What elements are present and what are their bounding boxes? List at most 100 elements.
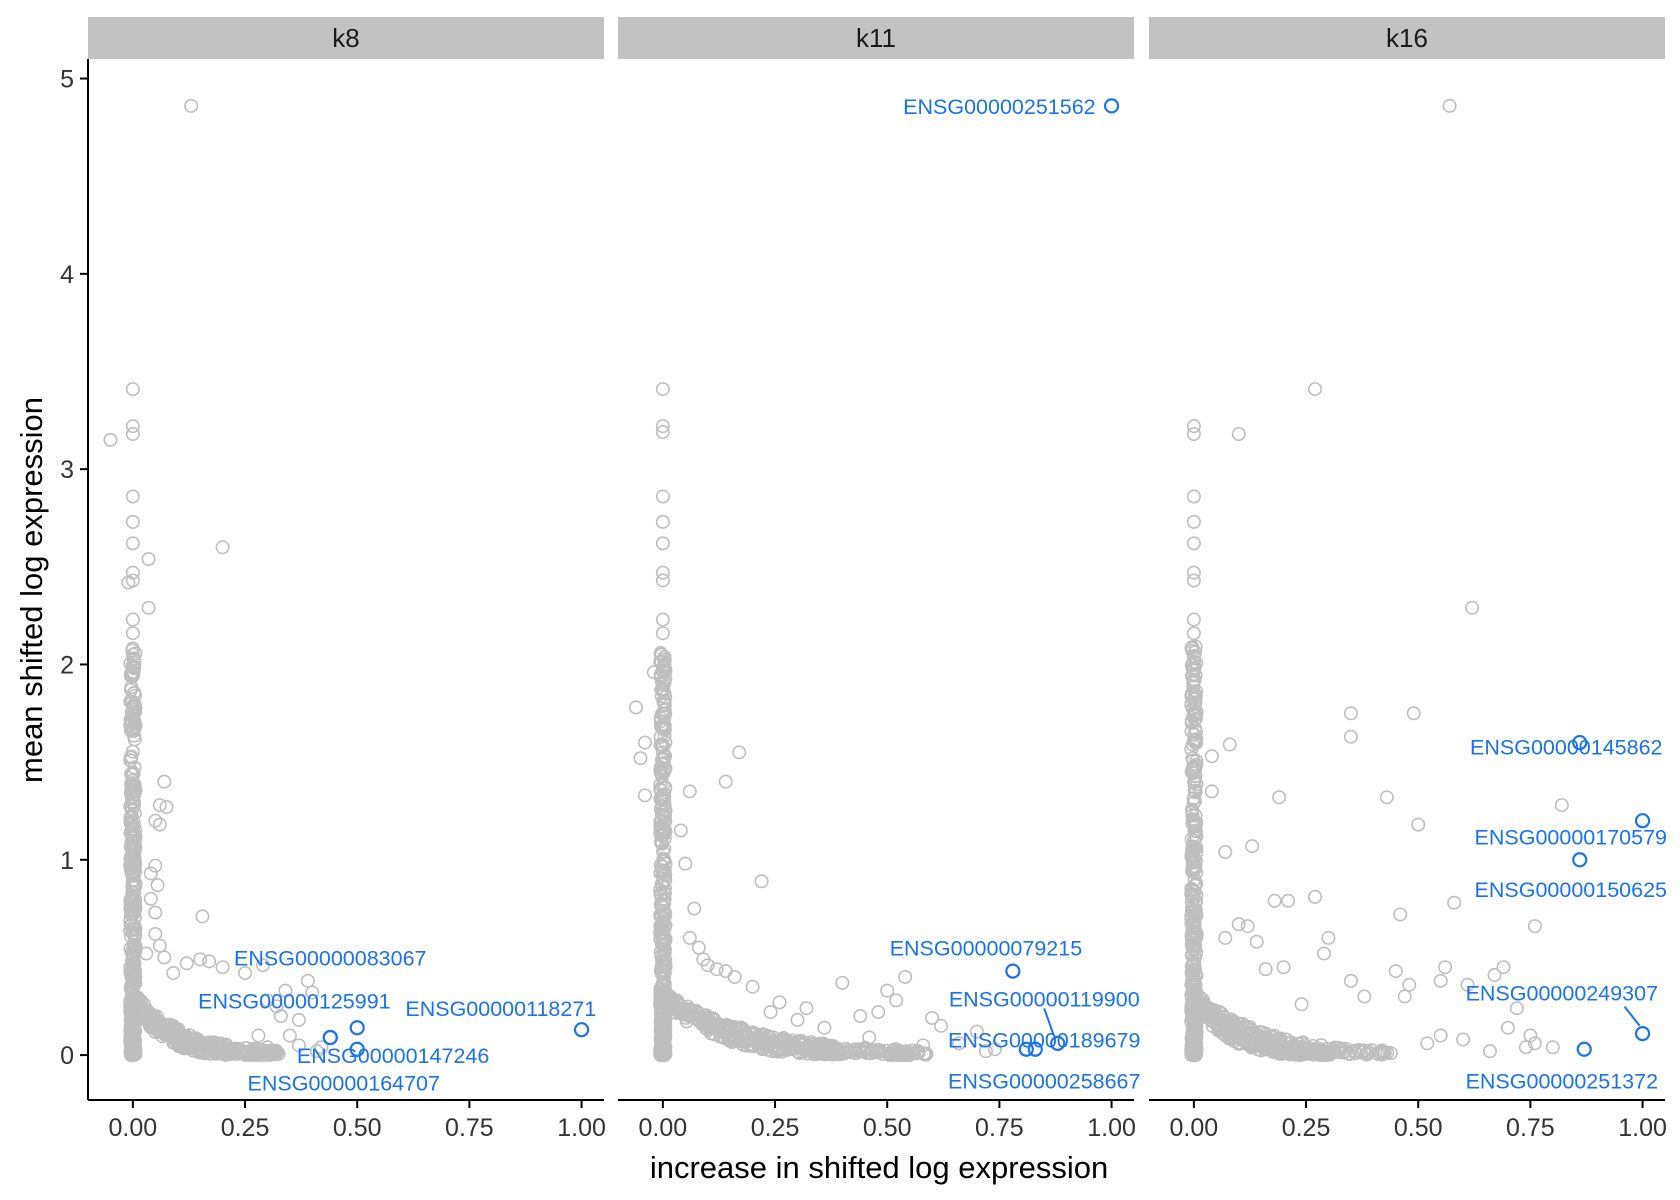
- data-point: [123, 851, 138, 866]
- data-point: [1186, 1047, 1201, 1062]
- data-point: [818, 1044, 833, 1059]
- data-point: [215, 1039, 230, 1054]
- data-point: [148, 858, 163, 873]
- data-point: [1186, 612, 1201, 627]
- data-point: [1545, 1040, 1560, 1055]
- point-label: ENSG00000251562: [903, 95, 1095, 119]
- facet-strip-k16: [1149, 17, 1665, 59]
- data-point: [653, 887, 668, 902]
- data-point: [1518, 1040, 1533, 1055]
- highlighted-point: [1634, 1025, 1651, 1042]
- data-point: [1411, 817, 1426, 832]
- facet-strip-k8: [88, 17, 604, 59]
- data-point: [1460, 977, 1475, 992]
- data-point: [260, 1040, 275, 1055]
- data-point: [152, 817, 167, 832]
- data-point: [862, 1030, 877, 1045]
- data-point: [125, 894, 140, 909]
- data-point: [654, 877, 669, 892]
- data-point: [655, 419, 670, 434]
- x-tick-label: 0.75: [1506, 1114, 1555, 1142]
- highlighted-point: [1572, 734, 1588, 751]
- data-point: [1185, 662, 1200, 677]
- data-point: [1447, 895, 1462, 910]
- data-point: [673, 823, 688, 838]
- data-point: [1554, 798, 1569, 813]
- data-point: [838, 1041, 853, 1056]
- data-point: [1420, 1036, 1435, 1051]
- data-point: [124, 791, 139, 806]
- data-point: [765, 1035, 780, 1050]
- data-point: [206, 1038, 221, 1053]
- data-point: [656, 694, 671, 709]
- data-point: [1189, 735, 1204, 750]
- data-point: [628, 700, 643, 715]
- y-tick-label: 1: [60, 847, 74, 875]
- data-point: [1316, 946, 1331, 961]
- highlighted-point: [322, 1029, 338, 1046]
- data-point: [656, 851, 671, 866]
- data-point: [654, 766, 669, 781]
- data-point: [655, 425, 670, 440]
- data-point: [125, 827, 140, 842]
- data-point: [655, 763, 670, 778]
- data-point: [148, 813, 163, 828]
- data-point: [160, 1019, 175, 1034]
- data-point: [124, 680, 139, 695]
- data-point: [125, 890, 140, 905]
- data-point: [150, 878, 165, 893]
- data-point: [687, 901, 702, 916]
- highlighted-point: [1103, 98, 1120, 114]
- data-point: [235, 1045, 250, 1060]
- data-point: [1186, 676, 1201, 691]
- data-point: [1314, 1043, 1329, 1058]
- data-point: [193, 952, 208, 967]
- data-point: [126, 1026, 141, 1041]
- data-point: [1308, 889, 1323, 904]
- data-point: [925, 1010, 940, 1025]
- data-point: [916, 1046, 931, 1061]
- data-point: [658, 735, 673, 750]
- data-point: [880, 983, 895, 998]
- data-point: [889, 993, 904, 1008]
- data-point: [655, 828, 670, 843]
- data-point: [655, 745, 670, 760]
- data-point: [124, 695, 139, 710]
- data-point: [655, 612, 670, 627]
- data-point: [157, 774, 172, 789]
- data-point: [125, 382, 140, 397]
- point-label: ENSG00000083067: [234, 946, 426, 970]
- data-point: [126, 1017, 141, 1032]
- data-point: [1186, 833, 1201, 848]
- data-point: [732, 745, 747, 760]
- data-point: [159, 800, 174, 815]
- data-point: [244, 1048, 259, 1063]
- data-point: [123, 811, 138, 826]
- data-point: [709, 1020, 724, 1035]
- data-point: [657, 728, 672, 743]
- data-point: [157, 950, 172, 965]
- data-point: [131, 994, 146, 1009]
- data-point: [121, 575, 136, 590]
- data-point: [654, 909, 669, 924]
- data-point: [1218, 1028, 1233, 1043]
- data-point: [978, 1044, 993, 1059]
- data-point: [653, 714, 668, 729]
- data-point: [125, 536, 140, 551]
- data-point: [166, 966, 181, 981]
- y-tick-label: 2: [60, 651, 74, 679]
- data-point: [1496, 960, 1511, 975]
- y-tick-label: 5: [60, 66, 74, 94]
- highlighted-point: [1005, 963, 1021, 979]
- point-label: ENSG00000147246: [297, 1044, 490, 1068]
- highlighted-point: [349, 1020, 365, 1036]
- data-point: [853, 1009, 868, 1024]
- data-point: [282, 1028, 297, 1043]
- data-point: [1195, 996, 1210, 1011]
- facet-strip-label: k11: [856, 23, 896, 53]
- highlighted-point: [1050, 1035, 1066, 1051]
- data-point: [125, 879, 140, 894]
- data-point: [141, 600, 156, 615]
- data-point: [657, 965, 672, 980]
- data-point: [656, 911, 671, 926]
